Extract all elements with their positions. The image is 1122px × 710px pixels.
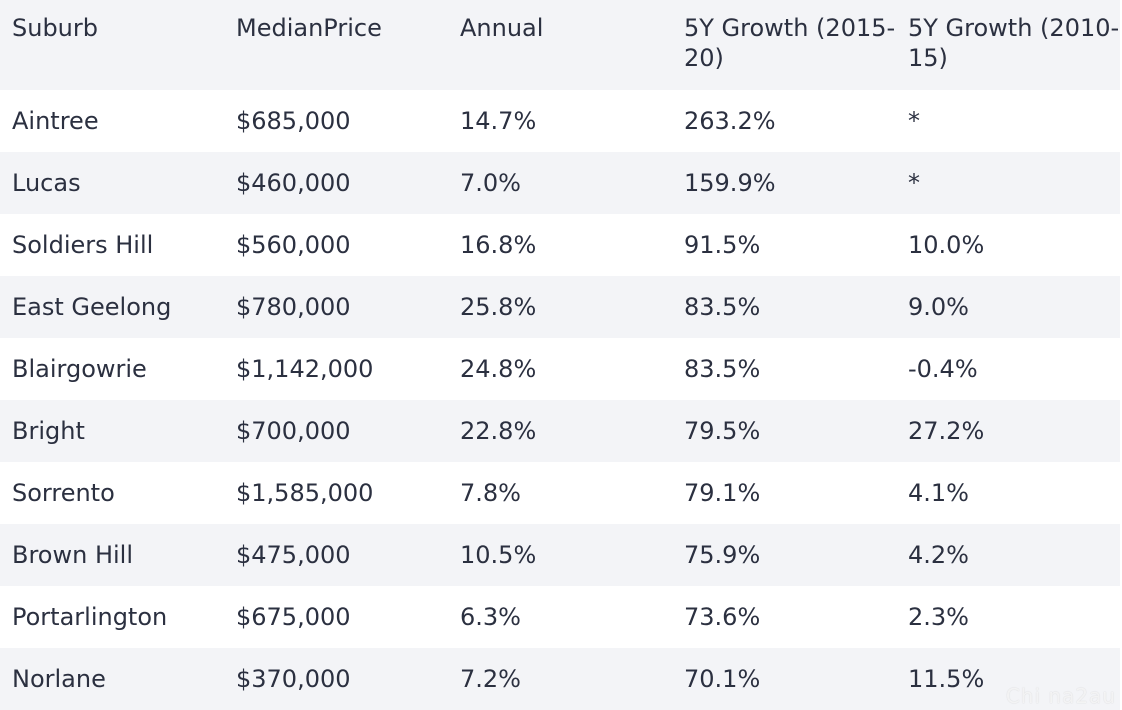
table-row: Aintree $685,000 14.7% 263.2% * bbox=[0, 90, 1120, 152]
table-row: Bright $700,000 22.8% 79.5% 27.2% bbox=[0, 400, 1120, 462]
cell-suburb: Norlane bbox=[12, 665, 106, 693]
cell-annual: 25.8% bbox=[460, 293, 537, 321]
header-5y-growth-2010-15[interactable]: 5Y Growth (2010-15) bbox=[908, 14, 1120, 72]
cell-median-price: $700,000 bbox=[236, 417, 351, 445]
cell-growth-2010-15: -0.4% bbox=[908, 355, 978, 383]
cell-median-price: $675,000 bbox=[236, 603, 351, 631]
cell-annual: 14.7% bbox=[460, 107, 537, 135]
cell-growth-2010-15: * bbox=[908, 107, 920, 135]
cell-median-price: $1,585,000 bbox=[236, 479, 374, 507]
cell-suburb: Portarlington bbox=[12, 603, 168, 631]
cell-suburb: East Geelong bbox=[12, 293, 172, 321]
table-row: Sorrento $1,585,000 7.8% 79.1% 4.1% bbox=[0, 462, 1120, 524]
cell-annual: 7.2% bbox=[460, 665, 521, 693]
cell-growth-2015-20: 70.1% bbox=[684, 665, 761, 693]
cell-growth-2010-15: 10.0% bbox=[908, 231, 985, 259]
cell-annual: 6.3% bbox=[460, 603, 521, 631]
cell-annual: 7.8% bbox=[460, 479, 521, 507]
watermark: Chi na2au bbox=[1005, 684, 1116, 708]
cell-growth-2015-20: 83.5% bbox=[684, 293, 761, 321]
cell-growth-2010-15: 11.5% bbox=[908, 665, 985, 693]
cell-growth-2015-20: 79.5% bbox=[684, 417, 761, 445]
cell-suburb: Soldiers Hill bbox=[12, 231, 154, 259]
cell-growth-2015-20: 159.9% bbox=[684, 169, 776, 197]
cell-growth-2015-20: 263.2% bbox=[684, 107, 776, 135]
cell-suburb: Brown Hill bbox=[12, 541, 134, 569]
cell-growth-2015-20: 91.5% bbox=[684, 231, 761, 259]
cell-annual: 16.8% bbox=[460, 231, 537, 259]
cell-annual: 24.8% bbox=[460, 355, 537, 383]
header-median-price[interactable]: MedianPrice bbox=[236, 14, 382, 42]
cell-suburb: Aintree bbox=[12, 107, 99, 135]
cell-median-price: $560,000 bbox=[236, 231, 351, 259]
cell-median-price: $370,000 bbox=[236, 665, 351, 693]
cell-growth-2015-20: 79.1% bbox=[684, 479, 761, 507]
cell-median-price: $460,000 bbox=[236, 169, 351, 197]
cell-growth-2010-15: 27.2% bbox=[908, 417, 985, 445]
cell-growth-2010-15: 4.2% bbox=[908, 541, 969, 569]
table-row: Lucas $460,000 7.0% 159.9% * bbox=[0, 152, 1120, 214]
table-row: Blairgowrie $1,142,000 24.8% 83.5% -0.4% bbox=[0, 338, 1120, 400]
cell-growth-2015-20: 75.9% bbox=[684, 541, 761, 569]
header-annual[interactable]: Annual bbox=[460, 14, 544, 42]
table-row: Norlane $370,000 7.2% 70.1% 11.5% bbox=[0, 648, 1120, 710]
cell-suburb: Lucas bbox=[12, 169, 81, 197]
table-row: Portarlington $675,000 6.3% 73.6% 2.3% bbox=[0, 586, 1120, 648]
cell-growth-2015-20: 83.5% bbox=[684, 355, 761, 383]
cell-median-price: $780,000 bbox=[236, 293, 351, 321]
cell-suburb: Blairgowrie bbox=[12, 355, 147, 383]
cell-median-price: $475,000 bbox=[236, 541, 351, 569]
cell-growth-2015-20: 73.6% bbox=[684, 603, 761, 631]
cell-growth-2010-15: 9.0% bbox=[908, 293, 969, 321]
cell-annual: 22.8% bbox=[460, 417, 537, 445]
table-row: Brown Hill $475,000 10.5% 75.9% 4.2% bbox=[0, 524, 1120, 586]
cell-growth-2010-15: 4.1% bbox=[908, 479, 969, 507]
cell-growth-2010-15: * bbox=[908, 169, 920, 197]
table-row: Soldiers Hill $560,000 16.8% 91.5% 10.0% bbox=[0, 214, 1120, 276]
cell-suburb: Sorrento bbox=[12, 479, 115, 507]
table-row: East Geelong $780,000 25.8% 83.5% 9.0% bbox=[0, 276, 1120, 338]
header-suburb[interactable]: Suburb bbox=[12, 14, 98, 42]
table-header-row: Suburb MedianPrice Annual 5Y Growth (201… bbox=[0, 0, 1120, 90]
cell-median-price: $685,000 bbox=[236, 107, 351, 135]
cell-median-price: $1,142,000 bbox=[236, 355, 374, 383]
cell-annual: 7.0% bbox=[460, 169, 521, 197]
cell-annual: 10.5% bbox=[460, 541, 537, 569]
cell-suburb: Bright bbox=[12, 417, 85, 445]
header-5y-growth-2015-20[interactable]: 5Y Growth (2015-20) bbox=[684, 14, 896, 72]
cell-growth-2010-15: 2.3% bbox=[908, 603, 969, 631]
